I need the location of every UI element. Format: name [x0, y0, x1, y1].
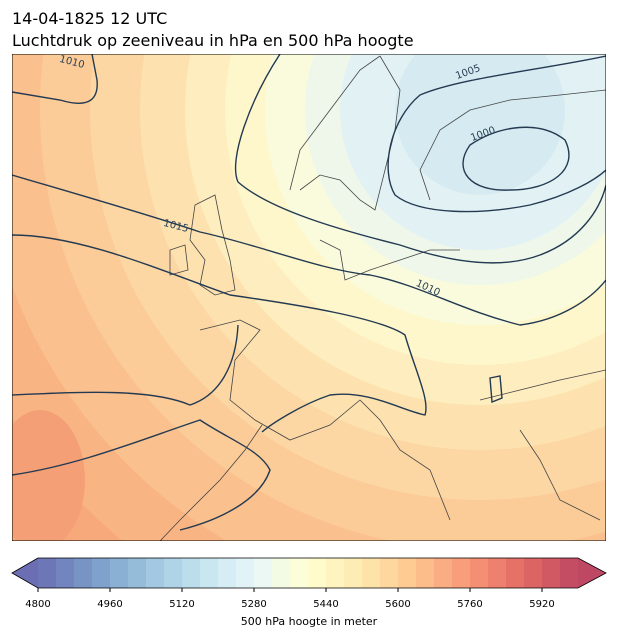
colorbar-segment: [74, 558, 93, 588]
colorbar-segment: [542, 558, 561, 588]
colorbar-segment: [434, 558, 453, 588]
colorbar-segment: [398, 558, 417, 588]
colorbar-tick-label: 5440: [313, 599, 338, 610]
colorbar-segment: [452, 558, 471, 588]
colorbar-segment: [236, 558, 255, 588]
colorbar-tick-label: 4800: [25, 599, 50, 610]
subtitle: Luchtdruk op zeeniveau in hPa en 500 hPa…: [12, 31, 414, 50]
colorbar-segment: [380, 558, 399, 588]
colorbar-segment: [38, 558, 57, 588]
colorbar-segment: [506, 558, 525, 588]
date-title: 14-04-1825 12 UTC: [12, 9, 167, 28]
colorbar-tick-label: 5920: [529, 599, 554, 610]
colorbar-tick-label: 4960: [97, 599, 122, 610]
colorbar-segment: [362, 558, 381, 588]
colorbar-segment: [470, 558, 489, 588]
colorbar-label: 500 hPa hoogte in meter: [241, 615, 378, 628]
colorbar-segment: [182, 558, 201, 588]
colorbar-segment: [308, 558, 327, 588]
colorbar-segment: [110, 558, 129, 588]
colorbar-segment: [200, 558, 219, 588]
isobar: [12, 174, 606, 326]
coastline: [159, 239, 606, 541]
colorbar-segment: [344, 558, 363, 588]
isobar: [489, 375, 503, 404]
colorbar-segment: [56, 558, 75, 588]
colorbar: 4800 4960 5120 5280 5440 5600 5760 5920: [11, 557, 607, 610]
colorbar-segment: [524, 558, 543, 588]
colorbar-tick-label: 5600: [385, 599, 410, 610]
coastline: [289, 55, 606, 211]
colorbar-tick-label: 5280: [241, 599, 266, 610]
colorbar-segment: [254, 558, 273, 588]
colorbar-tick-label: 5120: [169, 599, 194, 610]
isobar: [12, 54, 98, 104]
colorbar-segment: [128, 558, 147, 588]
isobar: [234, 54, 606, 264]
isobar: [12, 419, 271, 531]
colorbar-segment: [416, 558, 435, 588]
colorbar-segment: [488, 558, 507, 588]
colorbar-outline: [11, 557, 607, 589]
colorbar-extend-min: [12, 558, 38, 588]
colorbar-segment: [326, 558, 345, 588]
colorbar-extend-max: [578, 558, 606, 588]
colorbar-segment: [290, 558, 309, 588]
colorbar-segment: [164, 558, 183, 588]
isobar: [12, 234, 427, 433]
colorbar-segment: [272, 558, 291, 588]
isobar: [387, 55, 606, 213]
isobar: [462, 126, 570, 191]
colorbar-segment: [92, 558, 111, 588]
colorbar-tick-label: 5760: [457, 599, 482, 610]
colorbar-segment: [560, 558, 579, 588]
colorbar-segment: [218, 558, 237, 588]
colorbar-segment: [146, 558, 165, 588]
